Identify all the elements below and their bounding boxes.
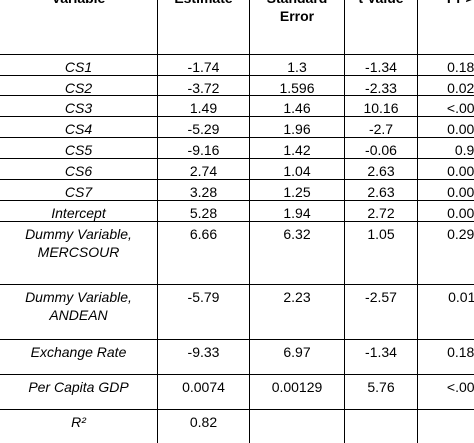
value-cell: -3.72 xyxy=(158,76,250,96)
variable-cell: R² xyxy=(0,410,158,443)
variable-cell: Exchange Rate xyxy=(0,340,158,375)
value-cell: -2.33 xyxy=(345,76,418,96)
value-cell: 2.72 xyxy=(345,201,418,222)
value-cell: -1.74 xyxy=(158,55,250,76)
value-cell: 0.1838 xyxy=(418,55,474,76)
value-cell: -2.57 xyxy=(345,285,418,340)
value-cell: 1.49 xyxy=(158,96,250,117)
value-cell: 1.25 xyxy=(250,180,345,201)
value-cell: 0.0074 xyxy=(158,375,250,410)
variable-cell: CS2 xyxy=(0,76,158,96)
value-cell: 0.1838 xyxy=(418,340,474,375)
value-cell: <.0001 xyxy=(418,96,474,117)
value-cell: 1.46 xyxy=(250,96,345,117)
value-cell: -2.7 xyxy=(345,117,418,138)
value-cell: 1.596 xyxy=(250,76,345,96)
value-cell: 6.66 xyxy=(158,222,250,285)
value-cell: -1.34 xyxy=(345,55,418,76)
value-cell: 2.74 xyxy=(158,159,250,180)
value-cell xyxy=(418,410,474,443)
value-cell: 1.94 xyxy=(250,201,345,222)
value-cell: 6.32 xyxy=(250,222,345,285)
value-cell: -9.16 xyxy=(158,138,250,159)
value-cell: 0.0214 xyxy=(418,76,474,96)
value-cell xyxy=(345,410,418,443)
variable-cell: Intercept xyxy=(0,201,158,222)
header-cell: Variable xyxy=(0,0,158,55)
value-cell: 2.23 xyxy=(250,285,345,340)
variable-cell: CS6 xyxy=(0,159,158,180)
value-cell: -1.34 xyxy=(345,340,418,375)
value-cell: 0.0079 xyxy=(418,117,474,138)
value-cell: 0.82 xyxy=(158,410,250,443)
header-cell: Pr > |t| xyxy=(418,0,474,55)
value-cell xyxy=(250,410,345,443)
value-cell: 2.63 xyxy=(345,159,418,180)
header-cell: Estimate xyxy=(158,0,250,55)
variable-cell: CS4 xyxy=(0,117,158,138)
value-cell: -0.06 xyxy=(345,138,418,159)
value-cell: -5.29 xyxy=(158,117,250,138)
value-cell: 0.95 xyxy=(418,138,474,159)
value-cell: 1.96 xyxy=(250,117,345,138)
value-cell: 0.0095 xyxy=(418,180,474,201)
value-cell: 10.16 xyxy=(345,96,418,117)
header-cell: Standard Error xyxy=(250,0,345,55)
variable-cell: Dummy Variable, ANDEAN xyxy=(0,285,158,340)
value-cell: -9.33 xyxy=(158,340,250,375)
value-cell: <.0001 xyxy=(418,375,474,410)
value-cell: 0.0095 xyxy=(418,159,474,180)
value-cell: 3.28 xyxy=(158,180,250,201)
variable-cell: CS5 xyxy=(0,138,158,159)
variable-cell: CS1 xyxy=(0,55,158,76)
value-cell: 1.04 xyxy=(250,159,345,180)
value-cell: -5.79 xyxy=(158,285,250,340)
value-cell: 0.0098 xyxy=(418,201,474,222)
value-cell: 2.63 xyxy=(345,180,418,201)
value-cell: 5.76 xyxy=(345,375,418,410)
value-cell: 1.42 xyxy=(250,138,345,159)
variable-cell: CS3 xyxy=(0,96,158,117)
value-cell: 1.05 xyxy=(345,222,418,285)
variable-cell: CS7 xyxy=(0,180,158,201)
value-cell: 0.00129 xyxy=(250,375,345,410)
value-cell: 0.2938 xyxy=(418,222,474,285)
value-cell: 1.3 xyxy=(250,55,345,76)
value-cell: 5.28 xyxy=(158,201,250,222)
value-cell: 0.0111 xyxy=(418,285,474,340)
value-cell: 6.97 xyxy=(250,340,345,375)
header-cell: t Value xyxy=(345,0,418,55)
variable-cell: Per Capita GDP xyxy=(0,375,158,410)
variable-cell: Dummy Variable, MERCSOUR xyxy=(0,222,158,285)
